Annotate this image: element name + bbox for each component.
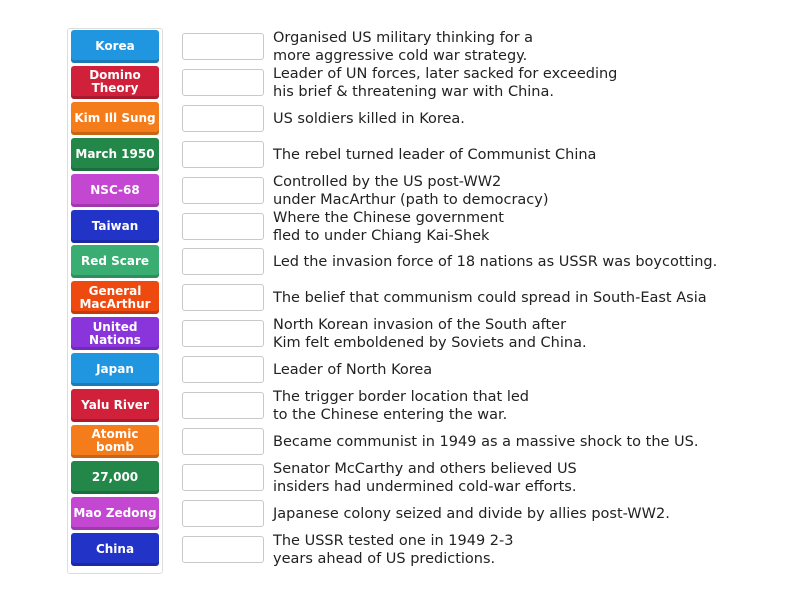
clue-text: The trigger border location that led to … (273, 389, 529, 423)
answer-tile[interactable]: March 1950 (71, 137, 159, 171)
answer-tile[interactable]: Kim Ill Sung (71, 101, 159, 135)
clue-text: Senator McCarthy and others believed US … (273, 460, 577, 495)
drop-slot[interactable] (182, 427, 264, 455)
answer-tile[interactable]: Korea (71, 30, 159, 63)
drop-slot[interactable] (182, 392, 264, 419)
answer-tile[interactable]: Yalu River (71, 389, 159, 422)
match-row: Atomic bomb Became communist in 1949 as … (0, 424, 800, 460)
match-row: Korea Organised US military thinking for… (0, 29, 800, 65)
answer-tile[interactable]: Domino Theory (71, 65, 159, 99)
drop-slot[interactable] (182, 104, 264, 132)
drop-slot[interactable] (182, 499, 264, 527)
answer-tile[interactable]: NSC-68 (71, 173, 159, 207)
drop-slot[interactable] (182, 463, 264, 491)
tile-bank (67, 28, 163, 574)
clue-text: Leader of UN forces, later sacked for ex… (273, 65, 618, 100)
drop-slot[interactable] (182, 248, 264, 276)
drop-slot[interactable] (182, 33, 264, 60)
clue-text: Leader of North Korea (273, 362, 433, 379)
match-row: Japan Leader of North Korea (0, 352, 800, 388)
clue-text: US soldiers killed in Korea. (273, 110, 465, 127)
match-row: General MacArthur The belief that commun… (0, 280, 800, 316)
match-row: Yalu River The trigger border location t… (0, 388, 800, 424)
clue-text: The rebel turned leader of Communist Chi… (273, 146, 597, 163)
answer-tile[interactable]: Japan (71, 353, 159, 387)
clue-text: Became communist in 1949 as a massive sh… (273, 433, 699, 450)
drop-slot[interactable] (182, 356, 264, 384)
clue-text: Led the invasion force of 18 nations as … (273, 254, 718, 271)
match-row: Red Scare Led the invasion force of 18 n… (0, 244, 800, 280)
answer-tile[interactable]: Atomic bomb (71, 424, 159, 458)
answer-tile[interactable]: Mao Zedong (71, 496, 159, 530)
answer-tile[interactable]: Taiwan (71, 209, 159, 243)
match-row: Domino Theory Leader of UN forces, later… (0, 65, 800, 101)
match-row: NSC-68 Controlled by the US post-WW2 und… (0, 173, 800, 209)
match-row: Mao Zedong Japanese colony seized and di… (0, 496, 800, 532)
clue-text: Controlled by the US post-WW2 under MacA… (273, 173, 549, 208)
drop-slot[interactable] (182, 68, 264, 96)
clue-text: North Korean invasion of the South after… (273, 317, 587, 352)
answer-tile[interactable]: General MacArthur (71, 281, 159, 315)
clue-text: The belief that communism could spread i… (273, 290, 707, 307)
answer-tile[interactable]: Red Scare (71, 245, 159, 279)
drop-slot[interactable] (182, 176, 264, 204)
match-row: Kim Ill Sung US soldiers killed in Korea… (0, 101, 800, 137)
drop-slot[interactable] (182, 320, 264, 348)
drop-slot[interactable] (182, 535, 264, 563)
drop-slot[interactable] (182, 212, 264, 240)
answer-tile[interactable]: United Nations (71, 317, 159, 351)
match-row: United Nations North Korean invasion of … (0, 316, 800, 352)
match-row: March 1950 The rebel turned leader of Co… (0, 137, 800, 173)
clue-text: The USSR tested one in 1949 2-3 years ah… (273, 532, 514, 567)
match-row: China The USSR tested one in 1949 2-3 ye… (0, 532, 800, 568)
answer-tile[interactable]: China (71, 532, 159, 566)
match-row: 27,000 Senator McCarthy and others belie… (0, 460, 800, 496)
clue-text: Where the Chinese government fled to und… (273, 209, 504, 244)
drop-slot[interactable] (182, 140, 264, 168)
match-row: Taiwan Where the Chinese government fled… (0, 209, 800, 245)
clue-text: Japanese colony seized and divide by all… (273, 505, 670, 522)
drop-slot[interactable] (182, 284, 264, 312)
answer-tile[interactable]: 27,000 (71, 460, 159, 494)
clue-text: Organised US military thinking for a mor… (273, 30, 534, 64)
